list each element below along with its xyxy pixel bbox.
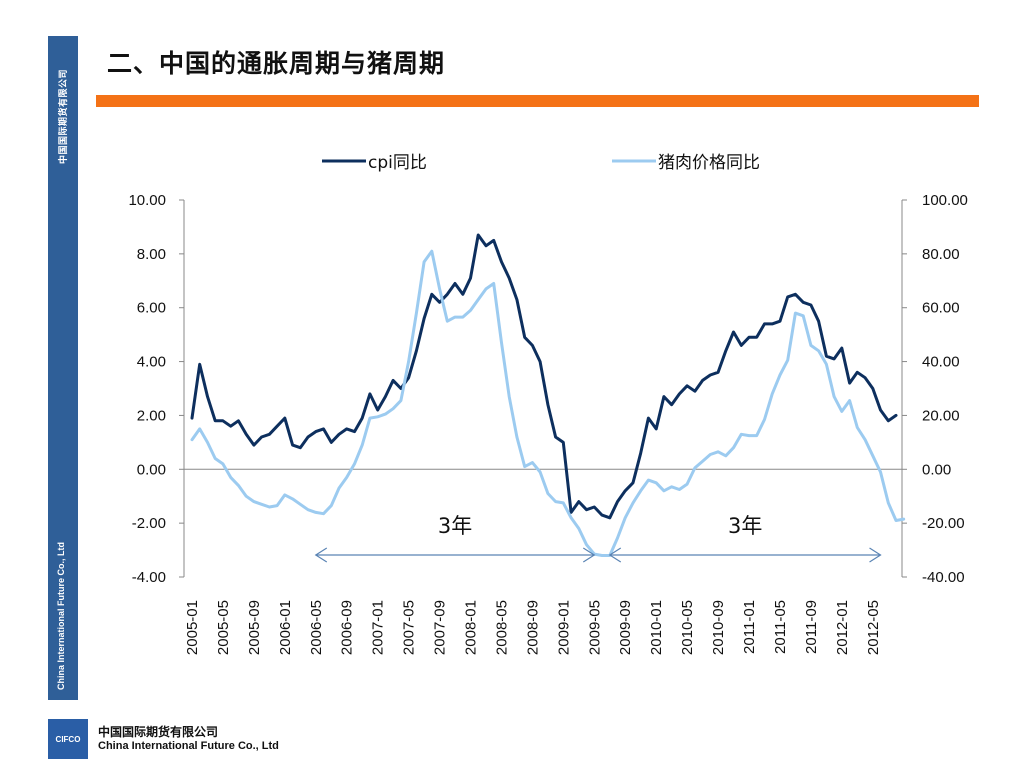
x-tick-label: 2006-09 [339, 600, 356, 655]
x-tick-label: 2009-09 [617, 600, 634, 655]
cycle-arrow-head-left [608, 547, 622, 563]
inflation-pork-cycle-chart: 10.00 8.00 6.00 4.00 2.00 0.00 -2.00 -4.00 100.0… [128, 153, 968, 655]
x-tick-label: 2005-05 [215, 600, 232, 655]
left-tick-label: 4.00 [137, 354, 166, 371]
right-tick-label: -20.00 [922, 515, 965, 532]
right-tick-label: 40.00 [922, 354, 960, 371]
x-tick-label: 2011-05 [772, 600, 789, 654]
x-tick-label: 2012-05 [865, 600, 882, 655]
x-tick-label: 2009-01 [555, 600, 572, 655]
right-tick-label: 100.00 [922, 192, 968, 209]
x-tick-label: 2006-05 [308, 600, 325, 655]
title-rule [96, 95, 979, 107]
x-tick-label: 2005-09 [246, 600, 263, 655]
x-tick-label: 2009-05 [586, 600, 603, 655]
x-tick-label: 2008-05 [493, 600, 510, 655]
company-logo: CIFCO [48, 719, 88, 759]
cycle-arrow-head-right [869, 547, 882, 563]
left-tick-label: 0.00 [137, 461, 166, 478]
x-tick-label: 2008-09 [524, 600, 541, 655]
right-tick-label: 60.00 [922, 300, 960, 317]
pork-price-series-line [190, 249, 906, 557]
cycle-length-label: 3年 [728, 514, 762, 538]
x-tick-label: 2007-05 [401, 600, 418, 655]
x-tick-label: 2010-05 [679, 600, 696, 655]
x-tick-label: 2007-09 [432, 600, 449, 655]
left-tick-label: 2.00 [137, 407, 166, 424]
page-title: 二、中国的通胀周期与猪周期 [107, 49, 446, 78]
x-tick-label: 2011-09 [803, 600, 820, 654]
legend-label-pork: 猪肉价格同比 [658, 153, 760, 173]
legend-label-cpi: cpi同比 [368, 153, 427, 173]
x-tick-label: 2012-01 [834, 600, 851, 655]
footer-company-name-en: China International Future Co., Ltd [98, 740, 279, 752]
x-tick-label: 2010-09 [710, 600, 727, 655]
right-tick-label: 20.00 [922, 407, 960, 424]
left-tick-label: -2.00 [132, 515, 166, 532]
cycle-arrow-head-right [582, 547, 596, 563]
x-tick-label: 2007-01 [370, 600, 387, 655]
left-tick-label: 6.00 [137, 300, 166, 317]
x-tick-label: 2011-01 [741, 600, 758, 654]
left-tick-label: 10.00 [128, 192, 166, 209]
left-tick-label: 8.00 [137, 246, 166, 263]
x-tick-label: 2005-01 [184, 600, 201, 655]
footer-company-name-cn: 中国国际期货有限公司 [98, 725, 219, 739]
cycle-arrow-head-left [314, 547, 328, 563]
cycle-length-label: 3年 [438, 514, 472, 538]
x-tick-label: 2006-01 [277, 600, 294, 655]
right-tick-label: 80.00 [922, 246, 960, 263]
cpi-series-line [190, 233, 898, 520]
x-tick-label: 2010-01 [648, 600, 665, 655]
x-tick-label: 2008-01 [463, 600, 480, 655]
right-tick-label: 0.00 [922, 461, 951, 478]
left-tick-label: -4.00 [132, 569, 166, 586]
right-tick-label: -40.00 [922, 569, 965, 586]
side-bar: 中国国际期货有限公司 China International Future Co… [48, 36, 78, 700]
